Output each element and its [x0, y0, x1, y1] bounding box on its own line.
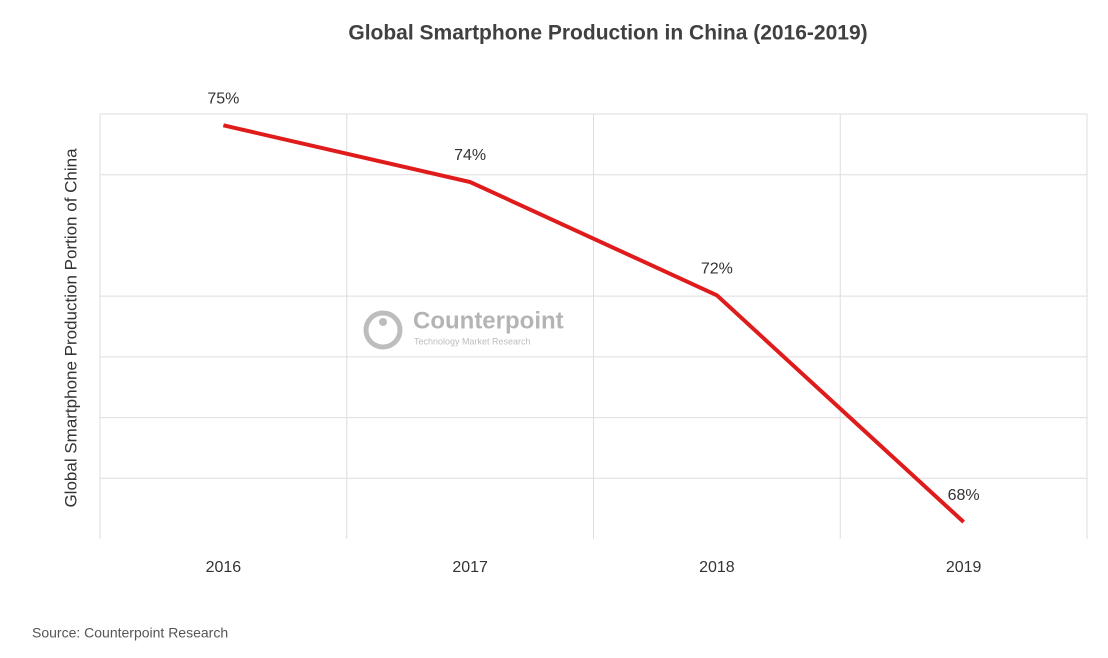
x-tick-label: 2018 [699, 559, 735, 576]
watermark-group: Counterpoint Technology Market Research [363, 307, 564, 350]
watermark: Counterpoint [413, 307, 564, 334]
y-axis-label: Global Smartphone Production Portion of … [61, 148, 80, 508]
data-label: 72% [701, 261, 733, 278]
data-label: 74% [454, 147, 486, 164]
chart-title: Global Smartphone Production in China (2… [348, 22, 867, 45]
x-tick-label: 2017 [452, 559, 488, 576]
data-line [222, 123, 965, 524]
watermark-logo [363, 310, 403, 350]
watermark-subtitle: Technology Market Research [414, 336, 531, 346]
x-tick-label: 2019 [946, 559, 982, 576]
data-label: 68% [948, 487, 980, 504]
watermark-logo-dot [379, 318, 387, 326]
data-label: 75% [207, 91, 239, 108]
source-note: Source: Counterpoint Research [32, 625, 228, 641]
x-tick-label: 2016 [206, 559, 242, 576]
